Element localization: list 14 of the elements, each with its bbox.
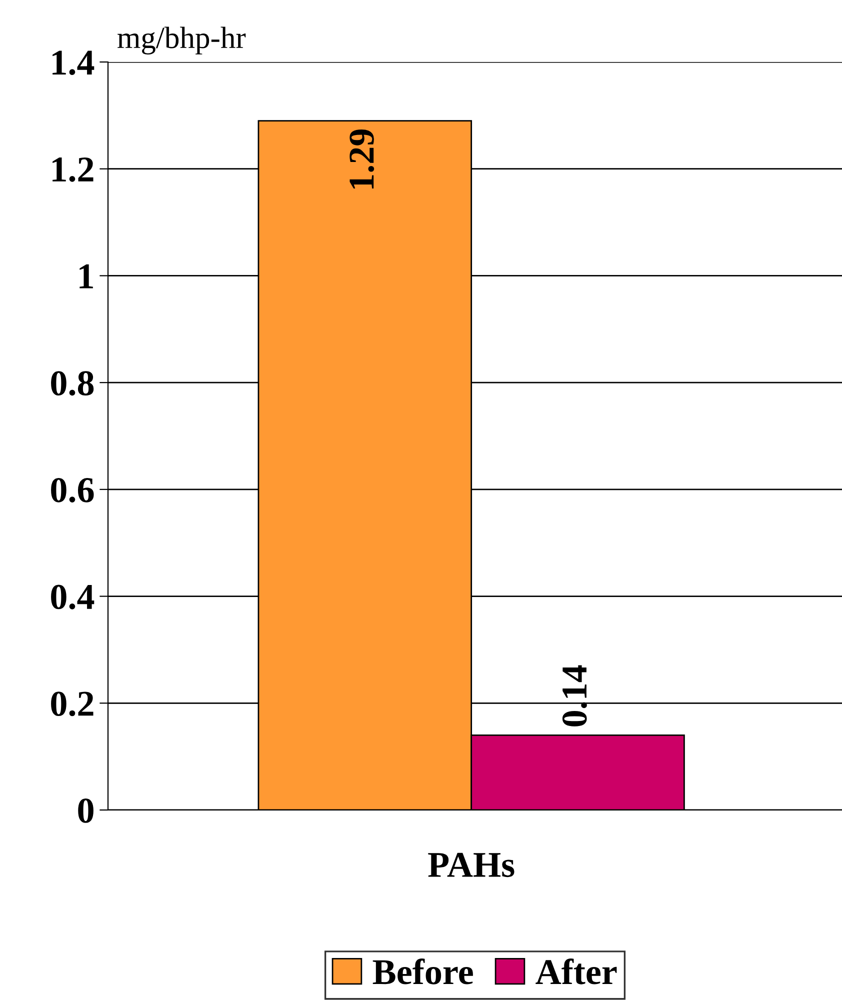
data-label: 0.14 — [562, 665, 587, 726]
y-tick-label: 0.6 — [51, 478, 94, 502]
y-tick-label: 1.4 — [52, 50, 94, 76]
y-tick-label: 0 — [78, 798, 94, 823]
legend-label: After — [536, 958, 617, 984]
y-tick-label: 0.2 — [51, 692, 94, 716]
y-tick-label: 1 — [80, 264, 93, 288]
y-tick-label: 0.8 — [51, 371, 94, 396]
y-tick-label: 1.2 — [52, 157, 94, 182]
legend-label: Before — [372, 958, 473, 984]
y-tick-label: 0.4 — [51, 584, 94, 610]
y-axis-title: mg/bhp-hr — [118, 26, 246, 55]
x-tick-label: PAHs — [428, 852, 514, 878]
data-label: 1.29 — [350, 130, 374, 189]
